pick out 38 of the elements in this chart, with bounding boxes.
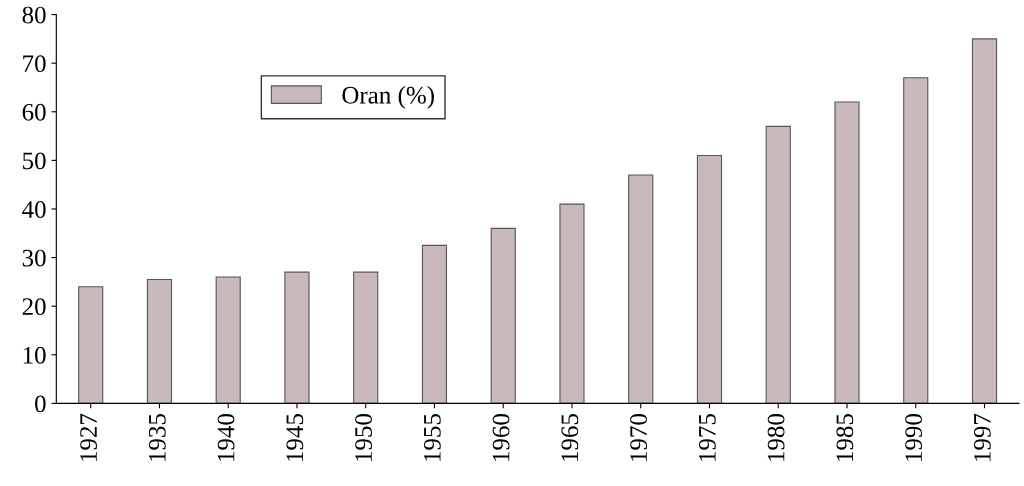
bar <box>903 77 929 404</box>
bar <box>971 38 998 404</box>
bar <box>146 278 173 404</box>
bar <box>765 125 791 404</box>
x-tick-label: 1965 <box>561 414 579 461</box>
bar <box>353 271 379 404</box>
x-tick-label: 1945 <box>286 414 304 461</box>
bar <box>78 286 104 404</box>
x-tick-label: 1927 <box>80 413 97 461</box>
x-tick-label: 1960 <box>492 414 510 461</box>
y-tick-label: 40 <box>22 201 46 218</box>
bar <box>284 271 310 404</box>
y-tick-label: 70 <box>23 55 46 73</box>
x-tick-label: 1997 <box>973 413 991 461</box>
bar <box>490 227 516 404</box>
y-tick-label: 20 <box>22 298 46 316</box>
y-tick-label: 30 <box>22 249 46 267</box>
y-tick-label: 0 <box>35 395 46 413</box>
y-tick-label: 10 <box>23 346 46 364</box>
x-tick-label: 1940 <box>217 414 235 461</box>
x-tick-label: 1950 <box>355 414 372 461</box>
x-tick-label: 1955 <box>423 414 441 461</box>
y-tick-label: 50 <box>23 152 46 170</box>
x-tick-label: 1980 <box>767 414 785 461</box>
legend-label: Oran (%) <box>342 86 434 109</box>
x-tick-label: 1970 <box>630 414 647 461</box>
bar <box>834 101 860 404</box>
bar <box>559 203 585 404</box>
y-tick-label: 80 <box>22 6 46 24</box>
bar <box>628 174 654 404</box>
bar <box>696 154 723 404</box>
x-tick-label: 1975 <box>698 414 716 461</box>
x-tick-label: 1985 <box>836 414 854 461</box>
y-tick-label: 60 <box>22 103 46 121</box>
x-tick-label: 1935 <box>148 414 166 461</box>
x-tick-label: 1990 <box>905 414 923 461</box>
bar <box>421 244 448 404</box>
bar <box>215 276 241 404</box>
